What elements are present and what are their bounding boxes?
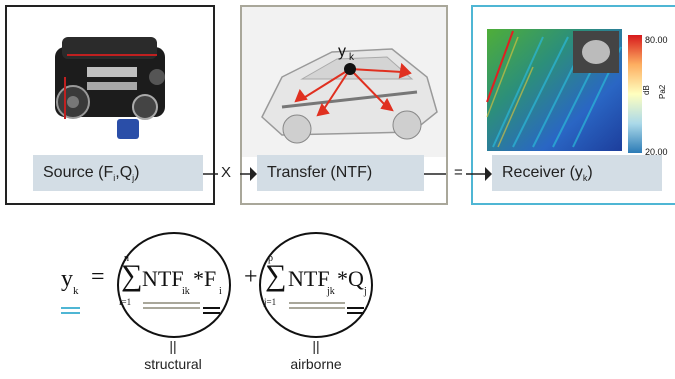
receiver-label: Receiver (yk) (492, 155, 662, 191)
sum1-sub: ik (182, 286, 190, 297)
sum2-op: *Q (337, 266, 364, 291)
times-operator: X (221, 164, 232, 181)
sum1-body: NTF (142, 266, 184, 291)
sum2-sigma: ∑ (265, 259, 287, 292)
source-panel (5, 5, 215, 205)
sum2-body: NTF (288, 266, 330, 291)
formula-lhs-sub: k (73, 285, 79, 297)
formula-equals: = (91, 264, 105, 290)
formula-lhs: y (61, 266, 73, 292)
transfer-panel: y k (240, 5, 448, 205)
engine-image (55, 37, 165, 139)
sum1-var-sub: i (219, 286, 222, 297)
sum1-sigma: ∑ (121, 259, 143, 292)
structural-mark: || (169, 338, 177, 354)
sum2-sub: jk (327, 286, 335, 297)
airborne-label: airborne (290, 356, 342, 372)
sum2-top: p (268, 253, 273, 264)
colorbar-max: 80.00 (645, 35, 668, 45)
colorbar-unit: dB (642, 85, 651, 95)
sum1-op: *F (193, 266, 217, 291)
equals-operator: = (454, 164, 463, 181)
sum2-bottom: j=1 (264, 297, 277, 307)
car-label-y: y (338, 43, 346, 60)
colorbar-ref: Pa2 (658, 84, 667, 99)
car-image: y k (242, 7, 446, 157)
structural-label: structural (144, 356, 202, 372)
sum1-bottom: i=1 (119, 297, 132, 307)
sum2-var-sub: j (364, 286, 367, 297)
airborne-mark: || (312, 338, 320, 354)
formula-plus: + (244, 264, 258, 290)
colorbar-min: 20.00 (645, 147, 668, 157)
car-label-k: k (349, 52, 355, 63)
spectrogram-image: 80.00 20.00 dB Pa2 (486, 29, 668, 157)
source-label: Source (Fi,Qj) (33, 155, 203, 191)
sum1-top: n (124, 253, 129, 264)
transfer-label: Transfer (NTF) (257, 155, 424, 191)
receiver-panel: 80.00 20.00 dB Pa2 (471, 5, 675, 205)
